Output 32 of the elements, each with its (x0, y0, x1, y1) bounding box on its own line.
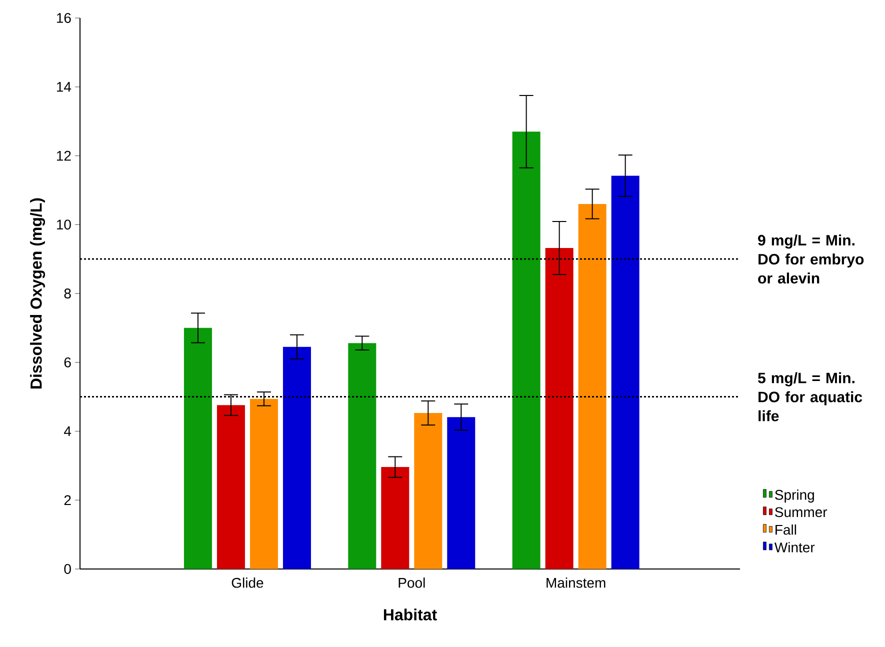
bar (447, 417, 476, 569)
y-tick-label: 8 (64, 288, 71, 298)
legend-label: Fall (776, 524, 796, 535)
legend-label: Spring (775, 490, 814, 503)
bar (545, 248, 574, 569)
y-tick-label: 4 (64, 426, 72, 436)
bar (184, 328, 212, 569)
bar (282, 346, 311, 569)
y-tick-label: 2 (64, 495, 71, 505)
legend-label: Summer (775, 507, 828, 518)
ref-line-label: 5 mg/L = Min. DO for aquatic life (758, 372, 862, 422)
bar (512, 132, 540, 569)
y-tick-label: 14 (56, 82, 72, 92)
bar (250, 398, 278, 569)
bar (216, 405, 245, 569)
y-tick-label: 16 (56, 13, 71, 23)
bar (414, 412, 442, 569)
bar (578, 204, 606, 569)
x-tick-label: Glide (232, 578, 264, 588)
bar (348, 343, 376, 569)
x-axis-title: Habitat (384, 608, 437, 620)
y-tick-label: 6 (64, 357, 71, 368)
ref-line-label: 9 mg/L = Min. DO for embryo or alevin (758, 234, 864, 284)
y-tick-label: 10 (56, 220, 71, 230)
bar (611, 176, 640, 569)
x-tick-label: Pool (398, 578, 425, 588)
legend-label: Winter (774, 542, 815, 552)
y-tick-label: 12 (56, 150, 71, 161)
bar (381, 467, 410, 569)
y-axis-title: Dissolved Oxygen (mg/L) (30, 198, 46, 388)
x-tick-label: Mainstem (546, 578, 606, 588)
y-tick-label: 0 (64, 564, 71, 574)
